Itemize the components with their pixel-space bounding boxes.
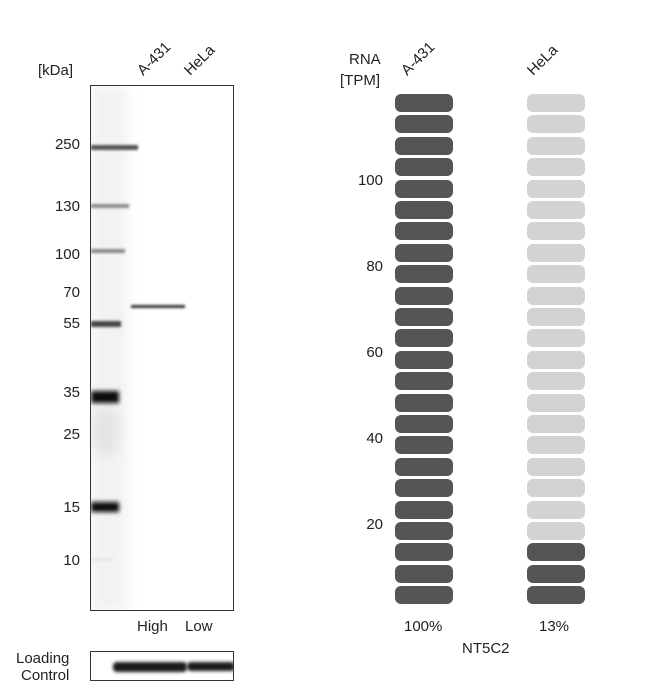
lane-label-hela: HeLa (180, 41, 219, 79)
rna-segment-a431 (395, 350, 453, 369)
rna-segment-hela (527, 372, 585, 391)
marker-label-70: 70 (63, 284, 80, 301)
loading-control-blot (90, 651, 234, 681)
marker-label-25: 25 (63, 426, 80, 443)
rna-segment-hela (527, 286, 585, 305)
tpm-tick-40: 40 (366, 430, 383, 447)
rna-segment-a431 (395, 479, 453, 498)
rna-segment-hela (527, 308, 585, 326)
rna-segment-hela (527, 350, 585, 369)
marker-label-15: 15 (63, 499, 80, 516)
rna-segment-hela (527, 543, 585, 562)
a431-band (131, 305, 185, 308)
marker-label-10: 10 (63, 552, 80, 569)
rna-cell-line-a431: A-431 (397, 38, 439, 79)
loading-control-label-line1: Loading (16, 650, 70, 667)
tpm-tick-100: 100 (357, 172, 383, 189)
rna-segment-hela (527, 94, 585, 112)
rna-cell-line-hela: HeLa (523, 41, 562, 79)
rna-segment-a431 (395, 372, 453, 391)
rna-segment-hela (527, 136, 585, 155)
marker-label-250: 250 (54, 136, 80, 153)
rna-segment-hela (527, 179, 585, 198)
rna-column-hela (527, 94, 587, 608)
ladder-band-15 (91, 502, 119, 512)
rna-segment-a431 (395, 586, 453, 605)
rna-percent-hela: 13% (539, 618, 570, 635)
rna-segment-hela (527, 436, 585, 455)
rna-segment-hela (527, 393, 585, 412)
rna-segment-hela (527, 564, 585, 583)
rna-segment-hela (527, 201, 585, 219)
rna-segment-a431 (395, 564, 453, 583)
rna-segment-a431 (395, 265, 453, 284)
rna-segment-a431 (395, 436, 453, 455)
gene-name: NT5C2 (462, 640, 510, 657)
rna-segment-hela (527, 243, 585, 262)
rna-segment-hela (527, 479, 585, 498)
expression-label-low: Low (185, 618, 213, 635)
rna-segment-hela (527, 415, 585, 433)
rna-column-a431 (395, 94, 455, 608)
rna-segment-hela (527, 457, 585, 476)
rna-axis-title-line2: [TPM] (340, 72, 380, 89)
kda-unit-label: [kDa] (38, 62, 74, 79)
rna-segment-a431 (395, 201, 453, 219)
western-blot-image (90, 85, 234, 611)
blot-bands (91, 86, 185, 610)
rna-segment-a431 (395, 500, 453, 519)
rna-segment-hela (527, 265, 585, 284)
marker-label-35: 35 (63, 384, 80, 401)
rna-segment-hela (527, 115, 585, 134)
rna-segment-a431 (395, 457, 453, 476)
rna-segment-a431 (395, 136, 453, 155)
expression-label-high: High (137, 618, 168, 635)
rna-segment-hela (527, 522, 585, 540)
ladder-band-35 (91, 391, 119, 403)
rna-segment-a431 (395, 415, 453, 433)
ladder-band-250 (91, 145, 138, 150)
rna-segment-a431 (395, 543, 453, 562)
rna-segment-hela (527, 329, 585, 348)
rna-segment-a431 (395, 393, 453, 412)
rna-segment-a431 (395, 243, 453, 262)
rna-segment-a431 (395, 329, 453, 348)
rna-segment-hela (527, 500, 585, 519)
tpm-tick-80: 80 (366, 258, 383, 275)
tpm-tick-60: 60 (366, 344, 383, 361)
rna-segment-a431 (395, 94, 453, 112)
rna-segment-a431 (395, 522, 453, 540)
rna-segment-a431 (395, 115, 453, 134)
rna-segment-a431 (395, 179, 453, 198)
tpm-tick-20: 20 (366, 516, 383, 533)
rna-segment-a431 (395, 286, 453, 305)
rna-segment-hela (527, 222, 585, 241)
ladder-band-55 (91, 321, 121, 327)
ladder-lane-smear (91, 86, 127, 610)
rna-percent-a431: 100% (404, 618, 443, 635)
rna-segment-a431 (395, 308, 453, 326)
ladder-band-130 (91, 204, 129, 208)
ladder-band-100 (91, 249, 125, 253)
marker-label-130: 130 (54, 198, 80, 215)
rna-segment-a431 (395, 158, 453, 177)
loading-control-label-line2: Control (21, 667, 70, 684)
rna-segment-hela (527, 158, 585, 177)
loading-control-bands (113, 662, 233, 672)
ladder-band-10 (91, 558, 113, 561)
rna-segment-hela (527, 586, 585, 605)
rna-segment-a431 (395, 222, 453, 241)
loading-control-band-hela (187, 662, 233, 671)
marker-label-55: 55 (63, 315, 80, 332)
rna-axis-title-line1: RNA (349, 51, 381, 68)
ladder-smear (91, 406, 119, 456)
loading-control-band-a431 (113, 662, 187, 672)
marker-label-100: 100 (54, 246, 80, 263)
lane-label-a431: A-431 (133, 38, 175, 79)
